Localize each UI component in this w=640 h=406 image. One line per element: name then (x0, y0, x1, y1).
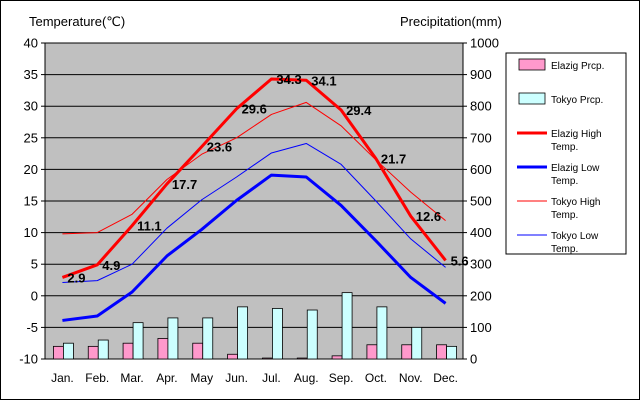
bar-elazig-prcp (401, 344, 413, 360)
right-tick-label: 600 (470, 162, 492, 177)
left-tick-label: 10 (24, 225, 38, 240)
line-elazig-low-temp (62, 173, 447, 322)
legend-swatch (518, 58, 546, 71)
left-tick-label: 15 (24, 194, 38, 209)
bar-tokyo-prcp (341, 292, 353, 360)
right-tick-label: 400 (470, 225, 492, 240)
bar-elazig-prcp (53, 345, 64, 360)
data-label: 21.7 (381, 152, 406, 167)
x-axis: Jan. Feb. Mar. Apr. May Jun. Jul. Aug. Sep. Oct. N… (51, 371, 458, 385)
legend-label: Elazig High Temp. (551, 129, 602, 153)
bar-tokyo-prcp (167, 317, 179, 360)
data-label: 11.1 (137, 219, 162, 234)
line-tokyo-high-temp (62, 101, 446, 235)
data-label: 29.6 (242, 102, 267, 117)
left-tick-label: 35 (24, 67, 38, 82)
data-label: 5.6 (451, 253, 469, 268)
data-label: 4.9 (102, 258, 120, 273)
legend-label: Elazig Prcp. (551, 61, 604, 72)
bar-tokyo-prcp (306, 309, 318, 360)
data-label: 2.9 (67, 270, 85, 285)
bar-tokyo-prcp (237, 306, 248, 360)
x-tick-label: Nov. (399, 371, 423, 385)
data-label: 12.6 (416, 209, 441, 224)
legend-label: Elazig Low Temp. (551, 163, 600, 187)
bar-elazig-prcp (436, 344, 447, 360)
legend-label: Tokyo Prcp. (551, 95, 603, 106)
bar-elazig-prcp (192, 342, 204, 360)
data-label: 34.1 (311, 73, 336, 88)
lines (61, 77, 447, 322)
right-tick-label: 0 (470, 352, 477, 367)
left-axis-title: Temperature(℃) (29, 14, 125, 29)
bar-tokyo-prcp (272, 308, 283, 360)
right-tick-label: 700 (470, 130, 492, 145)
bar-tokyo-prcp (202, 317, 214, 360)
left-tick-label: -10 (19, 352, 38, 367)
x-tick-label: Oct. (365, 371, 387, 385)
x-tick-label: Dec. (433, 371, 458, 385)
line-tokyo-low-temp (62, 142, 446, 284)
x-tick-label: Apr. (156, 371, 177, 385)
left-tick-label: 5 (31, 257, 38, 272)
bar-elazig-prcp (122, 342, 134, 360)
data-label: 23.6 (207, 140, 232, 155)
left-tick-label: 40 (24, 36, 38, 51)
x-tick-label: Aug. (294, 371, 319, 385)
x-tick-label: Mar. (120, 371, 143, 385)
bar-tokyo-prcp (411, 326, 423, 360)
legend-label: Tokyo Low Temp. (551, 231, 599, 255)
left-tick-label: 0 (31, 288, 38, 303)
bar-tokyo-prcp (97, 339, 109, 360)
bar-elazig-prcp (227, 353, 238, 360)
legend-box (505, 52, 627, 255)
right-tick-label: 1000 (470, 36, 499, 51)
bar-tokyo-prcp (63, 342, 74, 360)
bar-elazig-prcp (262, 357, 273, 360)
right-axis-title: Precipitation(mm) (400, 14, 502, 29)
left-tick-label: -5 (26, 320, 38, 335)
left-tick-label: 20 (24, 162, 38, 177)
x-tick-label: Jan. (51, 371, 74, 385)
x-tick-label: Sep. (329, 371, 354, 385)
data-labels: 2.9 4.9 11.1 17.7 23.6 29.6 34.3 34.1 29.4 21.7 12… (67, 72, 468, 285)
legend: Elazig Prcp. Tokyo Prcp. Elazig High Temp. E… (505, 52, 627, 255)
legend-label: Tokyo High Temp. (551, 197, 600, 221)
right-tick-label: 200 (470, 288, 492, 303)
x-tick-label: May (190, 371, 213, 385)
bar-elazig-prcp (366, 344, 378, 360)
right-tick-label: 800 (470, 99, 492, 114)
right-tick-label: 300 (470, 257, 492, 272)
left-axis: 40 35 30 25 20 15 10 5 0 -5 -10 (19, 36, 45, 367)
right-tick-label: 500 (470, 194, 492, 209)
bars (53, 292, 457, 360)
right-tick-label: 900 (470, 67, 492, 82)
data-label: 29.4 (346, 103, 372, 118)
x-tick-label: Jun. (225, 371, 248, 385)
legend-swatch (518, 92, 546, 105)
bar-elazig-prcp (157, 338, 169, 360)
x-tick-label: Jul. (262, 371, 281, 385)
left-tick-label: 25 (24, 130, 38, 145)
left-tick-label: 30 (24, 99, 38, 114)
bar-elazig-prcp (331, 355, 343, 360)
bar-elazig-prcp (87, 345, 99, 360)
bar-tokyo-prcp (446, 345, 457, 360)
data-label: 34.3 (276, 72, 301, 87)
grid (45, 74, 463, 328)
bar-tokyo-prcp (132, 322, 144, 360)
bar-elazig-prcp (296, 357, 308, 360)
right-tick-label: 100 (470, 320, 492, 335)
bar-tokyo-prcp (376, 306, 388, 360)
data-label: 17.7 (172, 177, 197, 192)
x-tick-label: Feb. (85, 371, 109, 385)
line-elazig-high-temp (61, 77, 447, 279)
